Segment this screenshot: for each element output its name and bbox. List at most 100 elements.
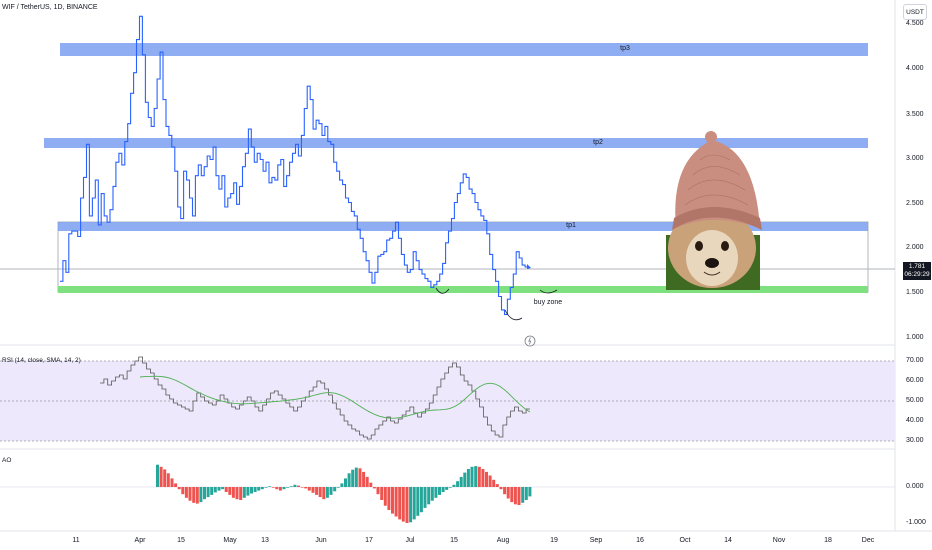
ao-bar <box>333 487 337 492</box>
ao-bar <box>485 471 488 487</box>
ao-bar <box>242 487 246 498</box>
ao-histogram[interactable] <box>156 464 532 523</box>
rsi-tick: 60.00 <box>906 377 924 384</box>
ao-bar <box>492 479 496 487</box>
ao-bar <box>210 487 214 495</box>
ao-bar <box>438 487 441 495</box>
ao-bar <box>315 487 319 495</box>
ao-bar <box>322 487 326 500</box>
rsi-title[interactable]: RSI (14, close, SMA, 14, 2) <box>2 357 81 364</box>
ao-bar <box>369 482 373 487</box>
last-price-value: 1.781 <box>908 263 926 270</box>
ao-bar <box>416 487 420 516</box>
ao-bar <box>503 487 507 495</box>
ao-bar <box>203 487 206 500</box>
symbol-title[interactable]: WIF / TetherUS, 1D, BINANCE <box>2 4 98 11</box>
ao-bar <box>456 481 460 487</box>
rsi-tick: 30.00 <box>906 437 924 444</box>
tp1-label[interactable]: tp1 <box>566 222 576 229</box>
time-label: Oct <box>679 537 691 544</box>
ao-bar <box>329 487 333 495</box>
ao-bar <box>181 487 185 495</box>
ao-bar <box>163 469 167 487</box>
ao-bar <box>376 487 380 495</box>
time-label: Dec <box>861 537 875 544</box>
price-tick: 1.000 <box>906 334 924 341</box>
time-label: Nov <box>772 537 786 544</box>
time-label: 19 <box>550 537 558 544</box>
ao-bar <box>304 487 308 489</box>
ao-bar <box>466 469 470 487</box>
ao-bar <box>336 487 340 488</box>
ao-bar <box>307 487 311 491</box>
buy-zone-label[interactable]: buy zone <box>533 299 563 306</box>
ao-bar <box>430 487 434 501</box>
rsi-line[interactable] <box>100 356 530 440</box>
time-label: 14 <box>724 537 732 544</box>
last-price-tag[interactable]: 1.781 06:29:29 <box>903 262 931 280</box>
ao-bar <box>221 487 225 490</box>
ao-bar <box>452 484 456 487</box>
ao-bar <box>184 487 188 498</box>
ao-bar <box>156 464 159 487</box>
tp1-zone[interactable] <box>58 222 868 231</box>
ao-bar <box>297 485 300 487</box>
ao-bar <box>362 471 366 487</box>
price-line[interactable] <box>60 15 528 315</box>
drawing-arc-2[interactable] <box>504 309 523 321</box>
ao-bar <box>278 487 282 491</box>
ao-bar <box>398 487 402 520</box>
ao-bar <box>260 487 264 490</box>
time-label: Jul <box>405 537 415 544</box>
ao-bar <box>524 487 528 500</box>
ao-bar <box>199 487 203 503</box>
ao-bar <box>513 487 517 505</box>
price-tick: 2.000 <box>906 244 924 251</box>
time-label: 16 <box>636 537 644 544</box>
ao-tick: -1.000 <box>906 519 926 526</box>
ao-bar <box>282 487 286 490</box>
tp3-label[interactable]: tp3 <box>620 45 630 52</box>
drawing-arc-3[interactable] <box>539 289 558 294</box>
ao-bar <box>166 473 170 487</box>
ao-bar <box>495 484 499 487</box>
ao-bar <box>231 487 235 498</box>
ao-bar <box>391 487 394 514</box>
rsi-moving-average[interactable] <box>139 375 531 419</box>
ao-bar <box>477 466 481 487</box>
rsi-series[interactable] <box>100 356 531 440</box>
tp2-zone[interactable] <box>44 138 868 148</box>
ao-bar <box>286 487 290 488</box>
ao-bar <box>365 476 369 487</box>
ao-bar <box>264 487 268 488</box>
tp2-label[interactable]: tp2 <box>593 139 603 146</box>
ao-bar <box>481 469 485 487</box>
ao-bar <box>300 487 304 488</box>
buy-zone[interactable] <box>58 286 868 293</box>
time-label: 11 <box>72 537 80 544</box>
ao-bar <box>177 487 181 490</box>
ao-bar <box>394 487 398 517</box>
ao-bar <box>318 487 322 498</box>
time-label: 15 <box>450 537 458 544</box>
ao-bar <box>159 466 163 487</box>
ao-bar <box>358 468 362 487</box>
ao-bar <box>517 487 521 505</box>
ao-bar <box>474 466 478 487</box>
ao-bar <box>344 478 347 487</box>
time-label: Aug <box>496 537 510 544</box>
ao-bar <box>257 487 261 491</box>
price-series[interactable] <box>60 15 528 315</box>
currency-selector[interactable]: USDT <box>903 4 927 20</box>
ao-bar <box>351 469 355 487</box>
tp3-zone[interactable] <box>60 43 868 56</box>
drawing-arc-1[interactable] <box>435 287 450 294</box>
ao-bar <box>213 487 217 493</box>
ao-bar <box>448 487 452 488</box>
ao-bar <box>268 486 272 487</box>
ao-bar <box>409 487 413 523</box>
ao-bar <box>445 487 449 490</box>
ao-title[interactable]: AO <box>2 457 12 464</box>
bar-countdown: 06:29:29 <box>904 271 930 278</box>
